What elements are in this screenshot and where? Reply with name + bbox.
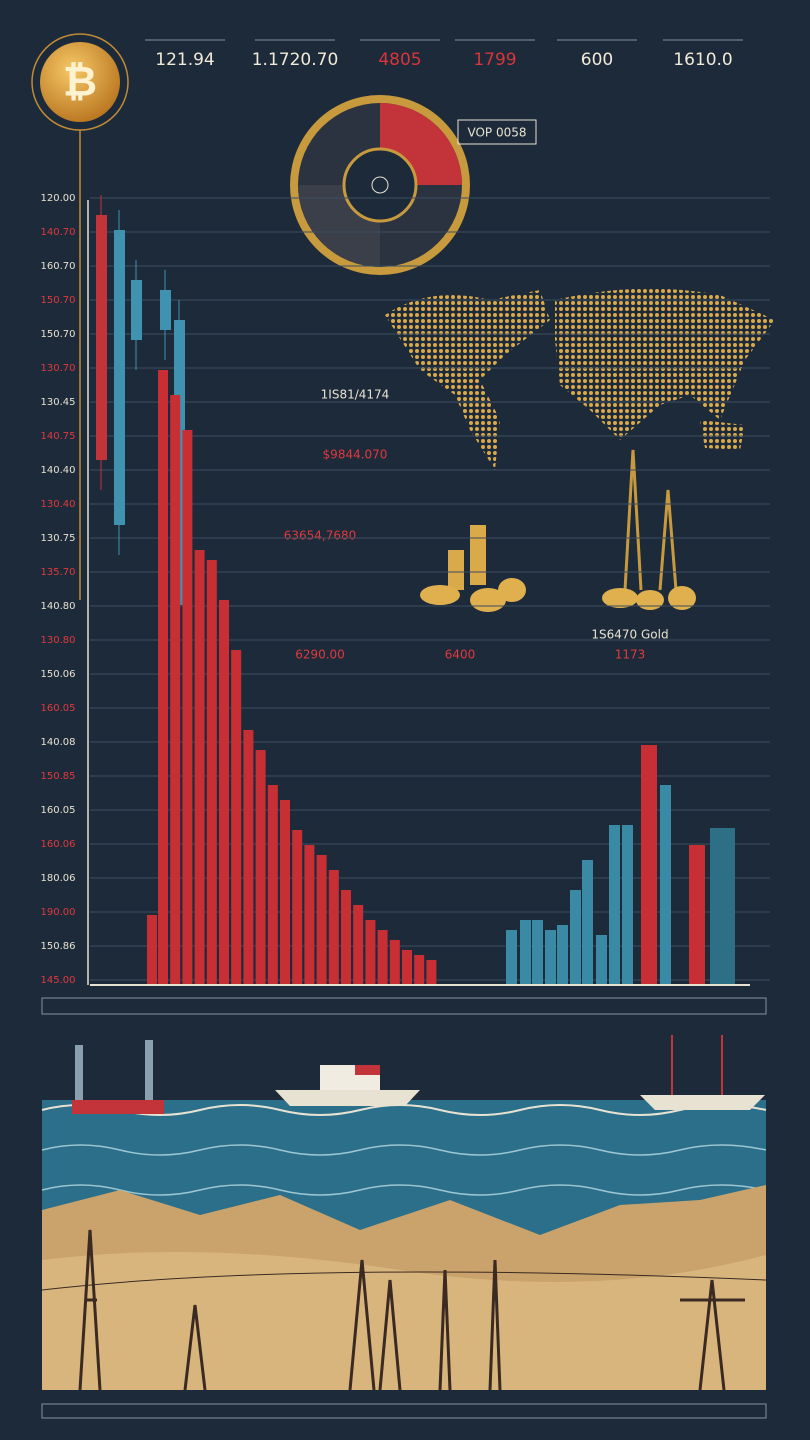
axis-label: 150.86	[41, 941, 76, 952]
axis-label: 150.06	[41, 669, 76, 680]
bar	[402, 950, 412, 985]
candle-body	[160, 290, 171, 330]
stat-value: 4805	[378, 50, 421, 70]
bar	[426, 960, 437, 985]
axis-label: 190.00	[41, 907, 76, 918]
bar	[389, 940, 400, 985]
bar	[596, 935, 607, 985]
footer-strip	[41, 1403, 767, 1419]
wheel-label-box	[457, 119, 537, 145]
bar	[582, 860, 593, 985]
bar	[532, 920, 543, 985]
axis-label: 150.70	[41, 295, 76, 306]
candle-body	[114, 230, 125, 525]
axis-label: 130.45	[41, 397, 76, 408]
stat-value: 1.1720.70	[252, 50, 339, 70]
callout-value: 6290.00	[295, 648, 345, 662]
bar	[353, 905, 364, 985]
bar	[414, 955, 425, 985]
axis-strip	[41, 997, 767, 1015]
bar	[660, 785, 671, 985]
bitcoin-coin: ₿	[31, 33, 129, 600]
axis-label: 150.70	[41, 329, 76, 340]
axis-label: 135.70	[41, 567, 76, 578]
bar	[506, 930, 517, 985]
bar	[219, 600, 229, 985]
axis-label: 140.75	[41, 431, 76, 442]
svg-text:₿: ₿	[63, 57, 97, 106]
bar-illustration: 120.00 140.70 160.70 150.70 150.70 130.70 130.…	[41, 193, 770, 986]
bar	[158, 370, 168, 985]
axis-label: 130.80	[41, 635, 76, 646]
axis-label: 160.70	[41, 261, 76, 272]
wheel-label: VOP 0058	[467, 126, 526, 140]
stat-value: 1610.0	[673, 50, 732, 70]
stat-value: 121.94	[155, 50, 214, 70]
gold-tower	[602, 449, 696, 610]
callout-value: $9844.070	[323, 448, 388, 462]
bar	[622, 825, 633, 985]
axis-label: 160.06	[41, 839, 76, 850]
bar	[365, 920, 376, 985]
axis-label: 140.70	[41, 227, 76, 238]
bar	[194, 550, 205, 985]
axis-label: 140.08	[41, 737, 76, 748]
bar	[641, 745, 657, 985]
axis-label: 180.06	[41, 873, 76, 884]
callout-title: 1IS81/4174	[321, 388, 390, 402]
candle-body	[131, 280, 142, 340]
bar	[182, 430, 193, 985]
stat-value: 1799	[473, 50, 516, 70]
bar	[267, 785, 278, 985]
bar	[170, 395, 181, 985]
bar	[231, 650, 242, 985]
bar	[570, 890, 581, 985]
callout-value: 1173	[615, 648, 646, 662]
bar	[710, 828, 735, 985]
bar	[304, 845, 315, 985]
bar	[520, 920, 531, 985]
gold-coins	[420, 525, 526, 612]
bar	[292, 830, 303, 985]
bar	[609, 825, 620, 985]
bar	[557, 925, 568, 985]
stat-value: 600	[581, 50, 613, 70]
candle-body	[96, 215, 107, 460]
bar	[147, 915, 157, 985]
callout-value: 6400	[445, 648, 476, 662]
axis-label: 130.70	[41, 363, 76, 374]
axis-label: 150.85	[41, 771, 76, 782]
axis-label: 160.05	[41, 703, 76, 714]
bar	[255, 750, 266, 985]
axis-label: 130.75	[41, 533, 76, 544]
axis-label: 120.00	[41, 193, 76, 204]
bar	[280, 800, 290, 985]
stats-row: 121.94 1.1720.70 4805 1799 600 1610.0	[145, 39, 743, 70]
axis-label: 140.40	[41, 465, 76, 476]
bar	[243, 730, 254, 985]
bar	[377, 930, 388, 985]
bar	[545, 930, 556, 985]
bar	[328, 870, 339, 985]
desert-scene	[41, 1185, 767, 1391]
bar	[206, 560, 217, 985]
axis-label: 140.80	[41, 601, 76, 612]
callout-title: 1S6470 Gold	[591, 628, 668, 642]
axis-label: 160.05	[41, 805, 76, 816]
wheel	[290, 95, 470, 275]
callouts: 1IS81/4174 $9844.070 63654,7680 6290.00 6400…	[284, 388, 669, 662]
bar	[341, 890, 351, 985]
axis-label: 130.40	[41, 499, 76, 510]
callout-value: 63654,7680	[284, 529, 357, 543]
axis-label: 145.00	[41, 975, 76, 986]
bar	[316, 855, 327, 985]
bar	[689, 845, 705, 985]
